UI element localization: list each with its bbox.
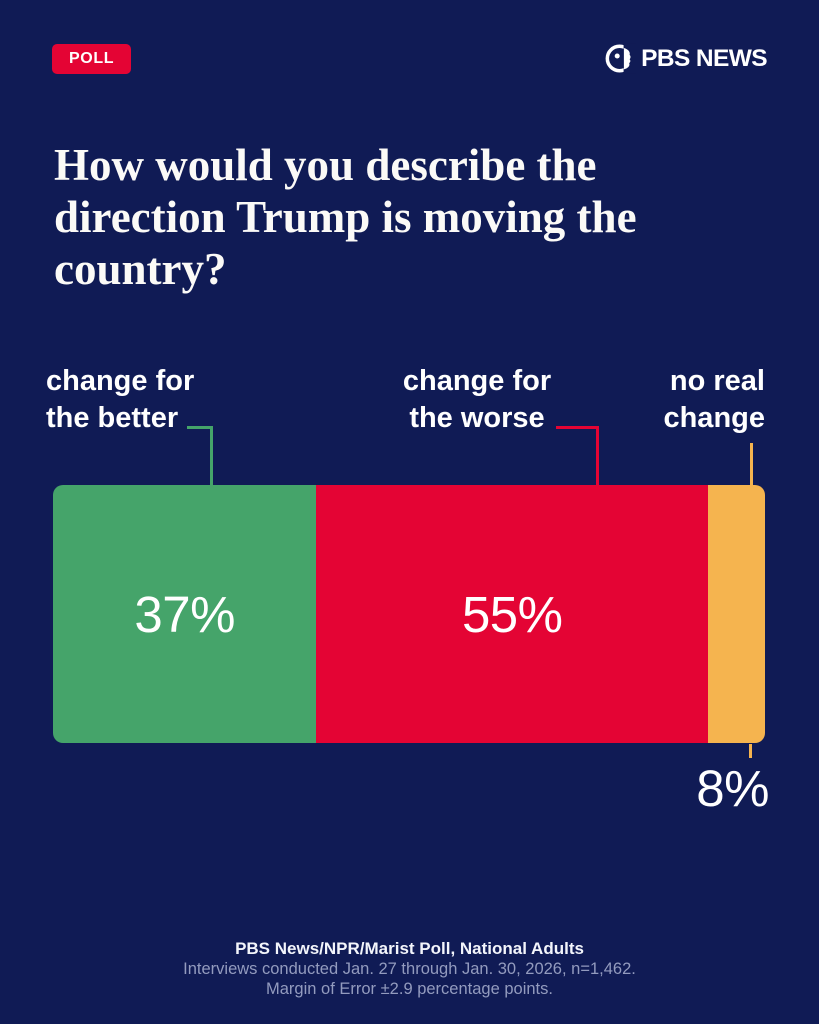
category-label-line: change for xyxy=(46,365,195,397)
value-label-worse: 55% xyxy=(461,585,563,643)
category-label-line: the worse xyxy=(409,402,545,434)
connector-line-better xyxy=(187,426,213,488)
interviews-line: Interviews conducted Jan. 27 through Jan… xyxy=(183,960,636,978)
connector-line-worse xyxy=(556,426,599,488)
margin-of-error-line: Margin of Error ±2.9 percentage points. xyxy=(266,980,553,998)
pbs-news-logo: PBS NEWS xyxy=(605,43,768,74)
category-label-line: the better xyxy=(46,402,179,434)
connector-stub-no-real-change-value xyxy=(749,744,752,758)
value-label-better: 37% xyxy=(134,585,235,643)
title-line-3: country? xyxy=(54,244,227,294)
category-label-change-for-the-worse: change for the worse xyxy=(403,363,551,437)
category-label-line: change for xyxy=(402,365,552,397)
title-line-1: How would you describe the xyxy=(54,140,597,190)
stacked-bar-chart: 37% 55% xyxy=(53,485,765,743)
source-line: PBS News/NPR/Marist Poll, National Adult… xyxy=(235,939,584,958)
connector-line-no-real-change xyxy=(750,443,753,485)
category-label-no-real-change: no real change xyxy=(663,363,765,437)
poll-badge-label: POLL xyxy=(69,50,115,67)
category-label-line: change xyxy=(663,402,765,434)
pbs-head-icon xyxy=(605,43,637,74)
value-label-no-real-change: 8% xyxy=(696,760,769,817)
category-label-change-for-the-better: change for the better xyxy=(46,363,194,437)
title-line-2: direction Trump is moving the xyxy=(54,192,637,242)
bar-segment-change-for-the-better: 37% xyxy=(53,485,317,743)
source-footnote: PBS News/NPR/Marist Poll, National Adult… xyxy=(0,939,819,999)
brand-wordmark: PBS NEWS xyxy=(641,44,767,72)
bar-segment-change-for-the-worse: 55% xyxy=(316,485,709,743)
page-title: How would you describe the direction Tru… xyxy=(54,139,637,295)
bar-segment-no-real-change xyxy=(708,485,765,743)
category-label-line: no real xyxy=(669,365,765,397)
poll-badge: POLL xyxy=(52,44,132,74)
